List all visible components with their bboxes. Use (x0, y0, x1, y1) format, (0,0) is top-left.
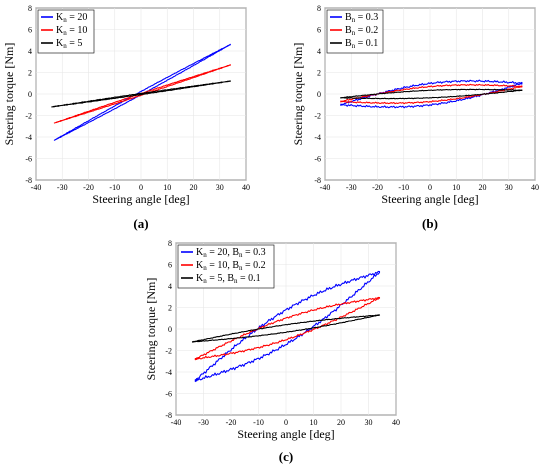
x-tick-label: 30 (365, 418, 373, 427)
y-tick-label: 0 (28, 90, 32, 99)
x-tick-label: -20 (226, 418, 237, 427)
panel-caption: (a) (133, 216, 148, 231)
x-tick-label: 10 (163, 183, 171, 192)
panel-caption: (c) (279, 449, 293, 464)
legend-label: Kn = 20 (56, 12, 87, 24)
series-line (340, 79, 523, 109)
x-tick-label: -30 (346, 183, 357, 192)
y-tick-label: -6 (25, 155, 32, 164)
y-tick-label: 8 (28, 4, 32, 13)
y-axis-label: Steering torque [Nm] (2, 43, 16, 146)
x-tick-label: 0 (284, 418, 288, 427)
x-tick-label: 10 (452, 183, 460, 192)
x-tick-label: -10 (398, 183, 409, 192)
series-line (340, 88, 523, 100)
y-tick-label: -8 (165, 411, 172, 420)
y-tick-label: 6 (168, 261, 172, 270)
y-axis-label: Steering torque [Nm] (144, 278, 158, 381)
y-tick-label: -2 (25, 112, 32, 121)
x-tick-label: 10 (310, 418, 318, 427)
x-tick-label: -10 (253, 418, 264, 427)
x-axis-label: Steering angle [deg] (381, 192, 478, 206)
x-tick-label: -20 (372, 183, 383, 192)
x-tick-label: -40 (31, 183, 42, 192)
legend-label: Kn = 5, Bn = 0.1 (196, 273, 261, 285)
x-tick-label: 20 (190, 183, 198, 192)
x-tick-label: 30 (216, 183, 224, 192)
legend-label: Bn = 0.2 (345, 25, 378, 37)
y-tick-label: 2 (317, 69, 321, 78)
x-tick-label: 40 (242, 183, 250, 192)
series-line (191, 314, 381, 343)
x-tick-label: -40 (320, 183, 331, 192)
x-tick-label: 0 (139, 183, 143, 192)
y-tick-label: -2 (165, 347, 172, 356)
y-tick-label: -4 (25, 133, 32, 142)
y-tick-label: -6 (165, 390, 172, 399)
x-tick-label: 20 (337, 418, 345, 427)
x-tick-label: -30 (198, 418, 209, 427)
x-tick-label: 20 (479, 183, 487, 192)
legend-box (177, 244, 275, 289)
legend: Bn = 0.3Bn = 0.2Bn = 0.1 (326, 9, 384, 54)
y-tick-label: 8 (317, 4, 321, 13)
y-tick-label: 0 (168, 325, 172, 334)
legend-label: Kn = 10, Bn = 0.2 (196, 260, 266, 272)
x-tick-label: -20 (83, 183, 94, 192)
legend-label: Kn = 20, Bn = 0.3 (196, 247, 266, 259)
panel-caption: (b) (422, 216, 438, 231)
x-tick-label: -10 (109, 183, 120, 192)
series-line (51, 80, 231, 108)
legend-label: Bn = 0.1 (345, 38, 378, 50)
legend-label: Kn = 5 (56, 38, 82, 50)
y-tick-label: -6 (314, 155, 321, 164)
y-tick-label: 6 (28, 26, 32, 35)
legend: Kn = 20, Bn = 0.3Kn = 10, Bn = 0.2Kn = 5… (177, 244, 275, 289)
x-axis-label: Steering angle [deg] (92, 192, 189, 206)
y-tick-label: 6 (317, 26, 321, 35)
legend-label: Kn = 10 (56, 25, 87, 37)
x-tick-label: -40 (171, 418, 182, 427)
y-tick-label: 2 (168, 304, 172, 313)
x-tick-label: 40 (531, 183, 539, 192)
x-axis-label: Steering angle [deg] (237, 427, 334, 441)
x-tick-label: -30 (57, 183, 68, 192)
y-tick-label: -4 (314, 133, 321, 142)
series-line (53, 64, 231, 124)
series-line (340, 83, 523, 105)
x-tick-label: 0 (428, 183, 432, 192)
legend-label: Bn = 0.3 (345, 12, 378, 24)
y-tick-label: -8 (314, 176, 321, 185)
y-tick-label: 4 (168, 282, 172, 291)
y-tick-label: -2 (314, 112, 321, 121)
y-tick-label: 8 (168, 239, 172, 248)
y-tick-label: 4 (28, 47, 32, 56)
x-tick-label: 30 (505, 183, 513, 192)
y-axis-label: Steering torque [Nm] (291, 43, 305, 146)
y-tick-label: 0 (317, 90, 321, 99)
y-tick-label: -4 (165, 368, 172, 377)
y-tick-label: 4 (317, 47, 321, 56)
y-tick-label: -8 (25, 176, 32, 185)
series-line (53, 43, 231, 141)
x-tick-label: 40 (392, 418, 400, 427)
y-tick-label: 2 (28, 69, 32, 78)
